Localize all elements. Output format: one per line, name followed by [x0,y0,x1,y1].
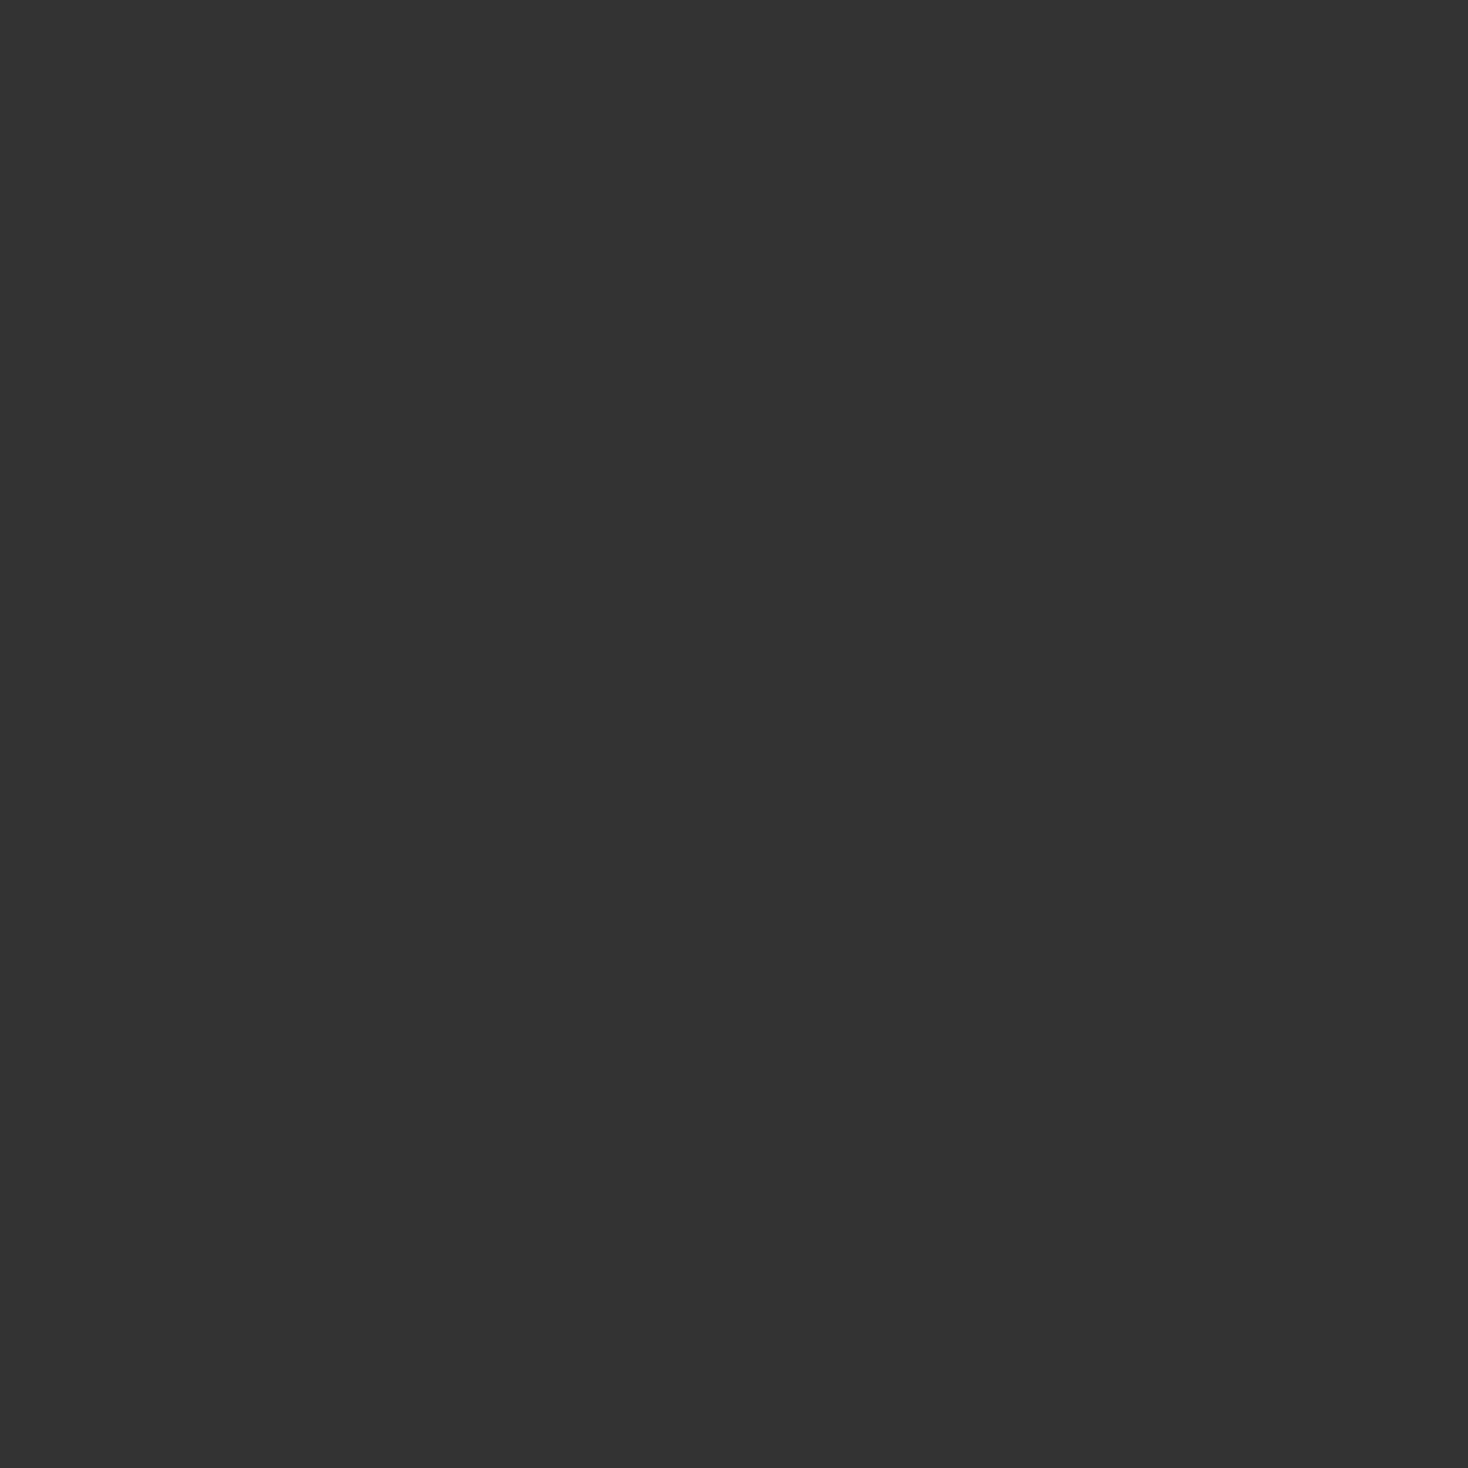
grid-line-diagonal [1139,968,1427,1468]
grid-line-diagonal [40,968,328,1468]
grid-line-diagonal [0,0,78,135]
grid-line-diagonal [852,400,1468,1468]
grid-line-diagonal [581,0,1139,968]
grid-line-diagonal [1390,0,1468,135]
angle-rays [0,0,734,266]
grid-line-diagonal [0,400,616,1468]
grid-line-diagonal [328,0,887,968]
